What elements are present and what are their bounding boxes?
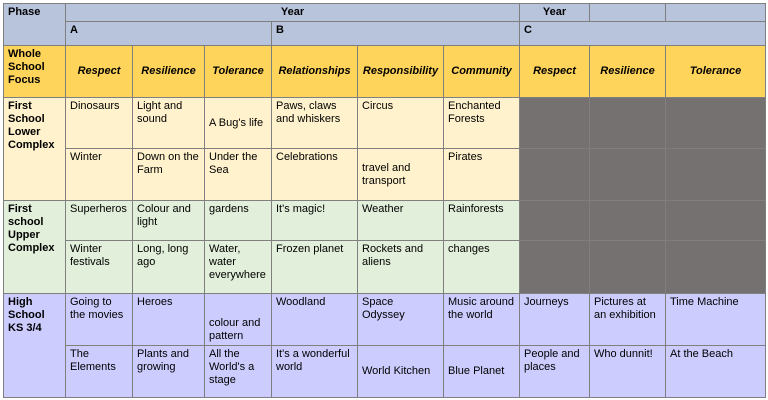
blank-cell (519, 148, 590, 201)
focus-value: Relationships (271, 45, 358, 98)
blank-cell (665, 240, 766, 294)
topic-cell: colour and pattern (204, 293, 272, 346)
topic-cell: Heroes (132, 293, 205, 346)
topic-cell: changes (443, 240, 520, 294)
blank-cell (589, 97, 666, 149)
topic-cell: Dinosaurs (65, 97, 133, 149)
topic-cell: Down on the Farm (132, 148, 205, 201)
blank-cell (519, 240, 590, 294)
topic-cell: Rainforests (443, 200, 520, 241)
blank-cell (665, 97, 766, 149)
high-row-1: High School KS 3/4 Going to the movies H… (3, 293, 766, 398)
topic-cell: Time Machine (665, 293, 766, 346)
topic-cell: At the Beach (665, 345, 766, 398)
header-empty-1 (589, 3, 666, 22)
topic-cell: Light and sound (132, 97, 205, 149)
focus-label: Whole School Focus (3, 45, 66, 98)
group-a-header: A (65, 21, 272, 46)
lower-row-1: First School Lower Complex Dinosaurs Lig… (3, 97, 766, 201)
topic-cell: Pirates (443, 148, 520, 201)
header-row-groups: A B C (4, 21, 766, 46)
focus-value: Respect (65, 45, 133, 98)
topic-cell: Enchanted Forests (443, 97, 520, 149)
topic-cell: Music around the world (443, 293, 520, 346)
topic-cell: gardens (204, 200, 272, 241)
topic-cell: Blue Planet (443, 345, 520, 398)
focus-value: Respect (519, 45, 590, 98)
topic-cell: People and places (519, 345, 590, 398)
topic-cell: Rockets and aliens (357, 240, 444, 294)
blank-cell (665, 148, 766, 201)
phase-header: Phase (3, 3, 66, 46)
topic-cell: Journeys (519, 293, 590, 346)
topic-cell: It's a wonderful world (271, 345, 358, 398)
topic-cell: Celebrations (271, 148, 358, 201)
topic-cell: Superheros (65, 200, 133, 241)
high-row-2: The Elements Plants and growing All the … (3, 345, 766, 398)
topic-cell: The Elements (65, 345, 133, 398)
topic-cell: Long, long ago (132, 240, 205, 294)
topic-cell: A Bug's life (204, 97, 272, 149)
topic-cell: All the World's a stage (204, 345, 272, 398)
upper-row-1: First school Upper Complex Superheros Co… (3, 200, 766, 294)
topic-cell: Paws, claws and whiskers (271, 97, 358, 149)
focus-value: Tolerance (204, 45, 272, 98)
focus-value: Community (443, 45, 520, 98)
topic-cell: Frozen planet (271, 240, 358, 294)
topic-cell: Pictures at an exhibition (589, 293, 666, 346)
blank-cell (519, 200, 590, 241)
group-c-header: C (519, 21, 766, 46)
phase-upper-complex: First school Upper Complex (3, 200, 66, 294)
blank-cell (665, 200, 766, 241)
year-header-2: Year (519, 3, 590, 22)
focus-value: Tolerance (665, 45, 766, 98)
lower-row-2: Winter Down on the Farm Under the Sea Ce… (3, 148, 766, 201)
upper-row-2: Winter festivals Long, long ago Water, w… (3, 240, 766, 294)
topic-cell: travel and transport (357, 148, 444, 201)
blank-cell (589, 200, 666, 241)
topic-cell: Winter festivals (65, 240, 133, 294)
focus-value: Responsibility (357, 45, 444, 98)
topic-grid-table: Phase Year Year A B C Whole School Focus… (3, 3, 766, 398)
topic-cell: Who dunnit! (589, 345, 666, 398)
year-header: Year (65, 3, 520, 22)
phase-high-school: High School KS 3/4 (3, 293, 66, 398)
focus-value: Resilience (132, 45, 205, 98)
focus-value: Resilience (589, 45, 666, 98)
blank-cell (589, 240, 666, 294)
topic-cell: Colour and light (132, 200, 205, 241)
topic-cell: Going to the movies (65, 293, 133, 346)
header-row-year: Phase Year Year (3, 3, 766, 46)
group-b-header: B (271, 21, 520, 46)
header-empty-2 (665, 3, 766, 22)
blank-cell (589, 148, 666, 201)
topic-cell: Weather (357, 200, 444, 241)
topic-cell: Space Odyssey (357, 293, 444, 346)
topic-cell: It's magic! (271, 200, 358, 241)
focus-row: Whole School Focus Respect Resilience To… (3, 45, 766, 98)
topic-cell: Under the Sea (204, 148, 272, 201)
topic-cell: Plants and growing (132, 345, 205, 398)
topic-cell: Woodland (271, 293, 358, 346)
topic-cell: Water, water everywhere (204, 240, 272, 294)
topic-cell: Circus (357, 97, 444, 149)
topic-cell: World Kitchen (357, 345, 444, 398)
phase-lower-complex: First School Lower Complex (3, 97, 66, 201)
blank-cell (519, 97, 590, 149)
topic-cell: Winter (65, 148, 133, 201)
